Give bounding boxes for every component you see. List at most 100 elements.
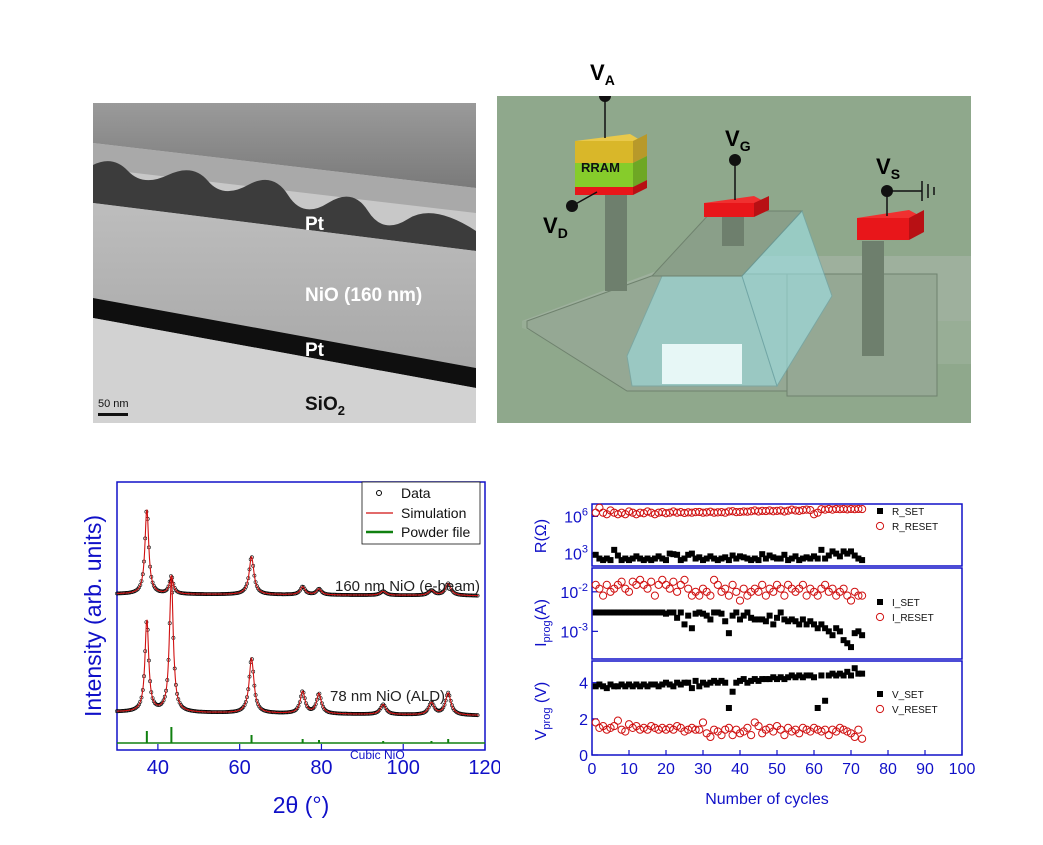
- endurance-legend-label: V_RESET: [892, 705, 938, 716]
- vd-probe-dot: [566, 200, 578, 212]
- endurance-set-point: [781, 551, 788, 558]
- endurance-reset-point: [802, 505, 811, 514]
- endurance-set-point: [818, 672, 825, 679]
- endurance-reset-point: [643, 584, 652, 593]
- xrd-data-point-ald: [321, 704, 326, 709]
- endurance-set-point: [714, 557, 721, 564]
- endurance-set-point: [614, 683, 621, 690]
- device-gate-side: [741, 210, 833, 388]
- endurance-set-point: [762, 555, 769, 562]
- endurance-reset-point: [710, 575, 719, 585]
- endurance-set-point: [785, 618, 792, 625]
- endurance-x-tick-label: 90: [916, 761, 934, 778]
- endurance-reset-point: [602, 580, 611, 589]
- endurance-reset-point: [758, 580, 767, 589]
- endurance-set-point: [596, 681, 603, 688]
- endurance-set-point: [799, 674, 806, 681]
- endurance-set-point: [633, 681, 640, 688]
- endurance-set-point: [777, 674, 784, 681]
- endurance-set-point: [833, 672, 840, 679]
- endurance-x-tick-label: 60: [805, 761, 823, 778]
- endurance-set-point: [774, 614, 780, 621]
- endurance-set-point: [766, 552, 773, 559]
- endurance-reset-point: [858, 591, 867, 600]
- endurance-set-point: [803, 554, 810, 561]
- tem-label-top-pt: Pt: [305, 214, 325, 235]
- xrd-data-point-ebeam: [440, 590, 445, 595]
- endurance-chart: 103 106 R_SET R_RESET 10-3 10-2 I_SET I_RESET 0 2…: [530, 468, 980, 818]
- endurance-reset-point: [624, 507, 634, 516]
- endurance-set-point: [851, 665, 858, 672]
- tem-label-bottom-pt: Pt: [305, 340, 325, 361]
- endurance-set-point: [733, 555, 740, 562]
- tem-micrograph: Pt NiO (160 nm) Pt SiO2 50 nm: [93, 103, 476, 423]
- endurance-reset-point: [673, 721, 682, 731]
- endurance-reset-point: [769, 727, 778, 736]
- endurance-reset-point: [595, 503, 604, 512]
- endurance-set-point: [600, 557, 607, 564]
- endurance-set-point: [700, 679, 706, 686]
- endurance-reset-point: [809, 723, 819, 732]
- tem-scale-bar: [98, 413, 128, 416]
- xrd-data-point-ald: [451, 706, 456, 711]
- endurance-reset-point: [706, 591, 715, 600]
- endurance-set-point: [685, 679, 692, 686]
- endurance-set-point: [633, 609, 640, 616]
- endurance-reset-point: [647, 721, 656, 731]
- endurance-reset-point: [754, 587, 763, 596]
- endurance-reset-point: [695, 591, 704, 600]
- endurance-reset-point: [850, 732, 859, 742]
- endurance-reset-point: [761, 725, 770, 734]
- endurance-set-point: [707, 679, 714, 686]
- endurance-set-point: [836, 670, 843, 677]
- endurance-y-tick-label: 10-3: [560, 621, 588, 641]
- endurance-set-point: [711, 555, 718, 562]
- endurance-reset-point: [846, 596, 856, 605]
- xrd-data-point-ebeam: [426, 590, 431, 595]
- rram-top-electrode: [575, 141, 633, 163]
- endurance-reset-point: [636, 575, 645, 585]
- xrd-legend-data: Data: [401, 485, 431, 501]
- endurance-set-point: [722, 679, 729, 686]
- voltage-y-axis-label: Vprog (V): [533, 682, 553, 740]
- endurance-set-point: [725, 557, 732, 564]
- endurance-reset-point: [776, 584, 785, 593]
- endurance-x-tick-label: 100: [949, 761, 976, 778]
- endurance-set-point: [844, 640, 851, 647]
- xrd-annotation-cubic: Cubic NiO: [350, 748, 405, 762]
- endurance-set-point: [796, 557, 803, 564]
- endurance-legend-reset-marker: [875, 704, 885, 714]
- endurance-legend-set-marker: [877, 691, 883, 697]
- endurance-set-point: [666, 681, 673, 688]
- endurance-x-tick-label: 30: [694, 761, 712, 778]
- endurance-set-point: [688, 625, 695, 632]
- xrd-data-point-ald: [151, 699, 156, 704]
- endurance-set-point: [770, 621, 777, 628]
- rram-bottom-electrode-side: [633, 180, 647, 195]
- endurance-reset-point: [713, 580, 722, 589]
- endurance-set-point: [677, 557, 684, 564]
- endurance-reset-point: [613, 716, 623, 725]
- endurance-reset-point: [854, 725, 863, 734]
- endurance-set-point: [822, 625, 829, 632]
- endurance-set-point: [655, 609, 662, 616]
- endurance-set-point: [751, 555, 758, 562]
- endurance-set-point: [622, 609, 629, 616]
- endurance-set-point: [607, 609, 614, 616]
- endurance-set-point: [737, 553, 743, 560]
- endurance-reset-point: [639, 723, 648, 732]
- endurance-set-point: [836, 628, 843, 635]
- endurance-set-point: [803, 621, 810, 628]
- endurance-set-point: [696, 554, 703, 561]
- endurance-set-point: [659, 681, 666, 688]
- endurance-reset-point: [621, 727, 630, 736]
- endurance-set-point: [629, 683, 636, 690]
- endurance-set-point: [840, 672, 847, 679]
- endurance-set-point: [733, 679, 740, 686]
- endurance-reset-point: [717, 731, 726, 740]
- endurance-panel-frame: [591, 567, 963, 660]
- endurance-set-point: [766, 676, 773, 683]
- rram-bottom-electrode: [575, 187, 633, 195]
- xrd-data-point-ebeam: [243, 585, 248, 589]
- endurance-reset-point: [798, 580, 807, 589]
